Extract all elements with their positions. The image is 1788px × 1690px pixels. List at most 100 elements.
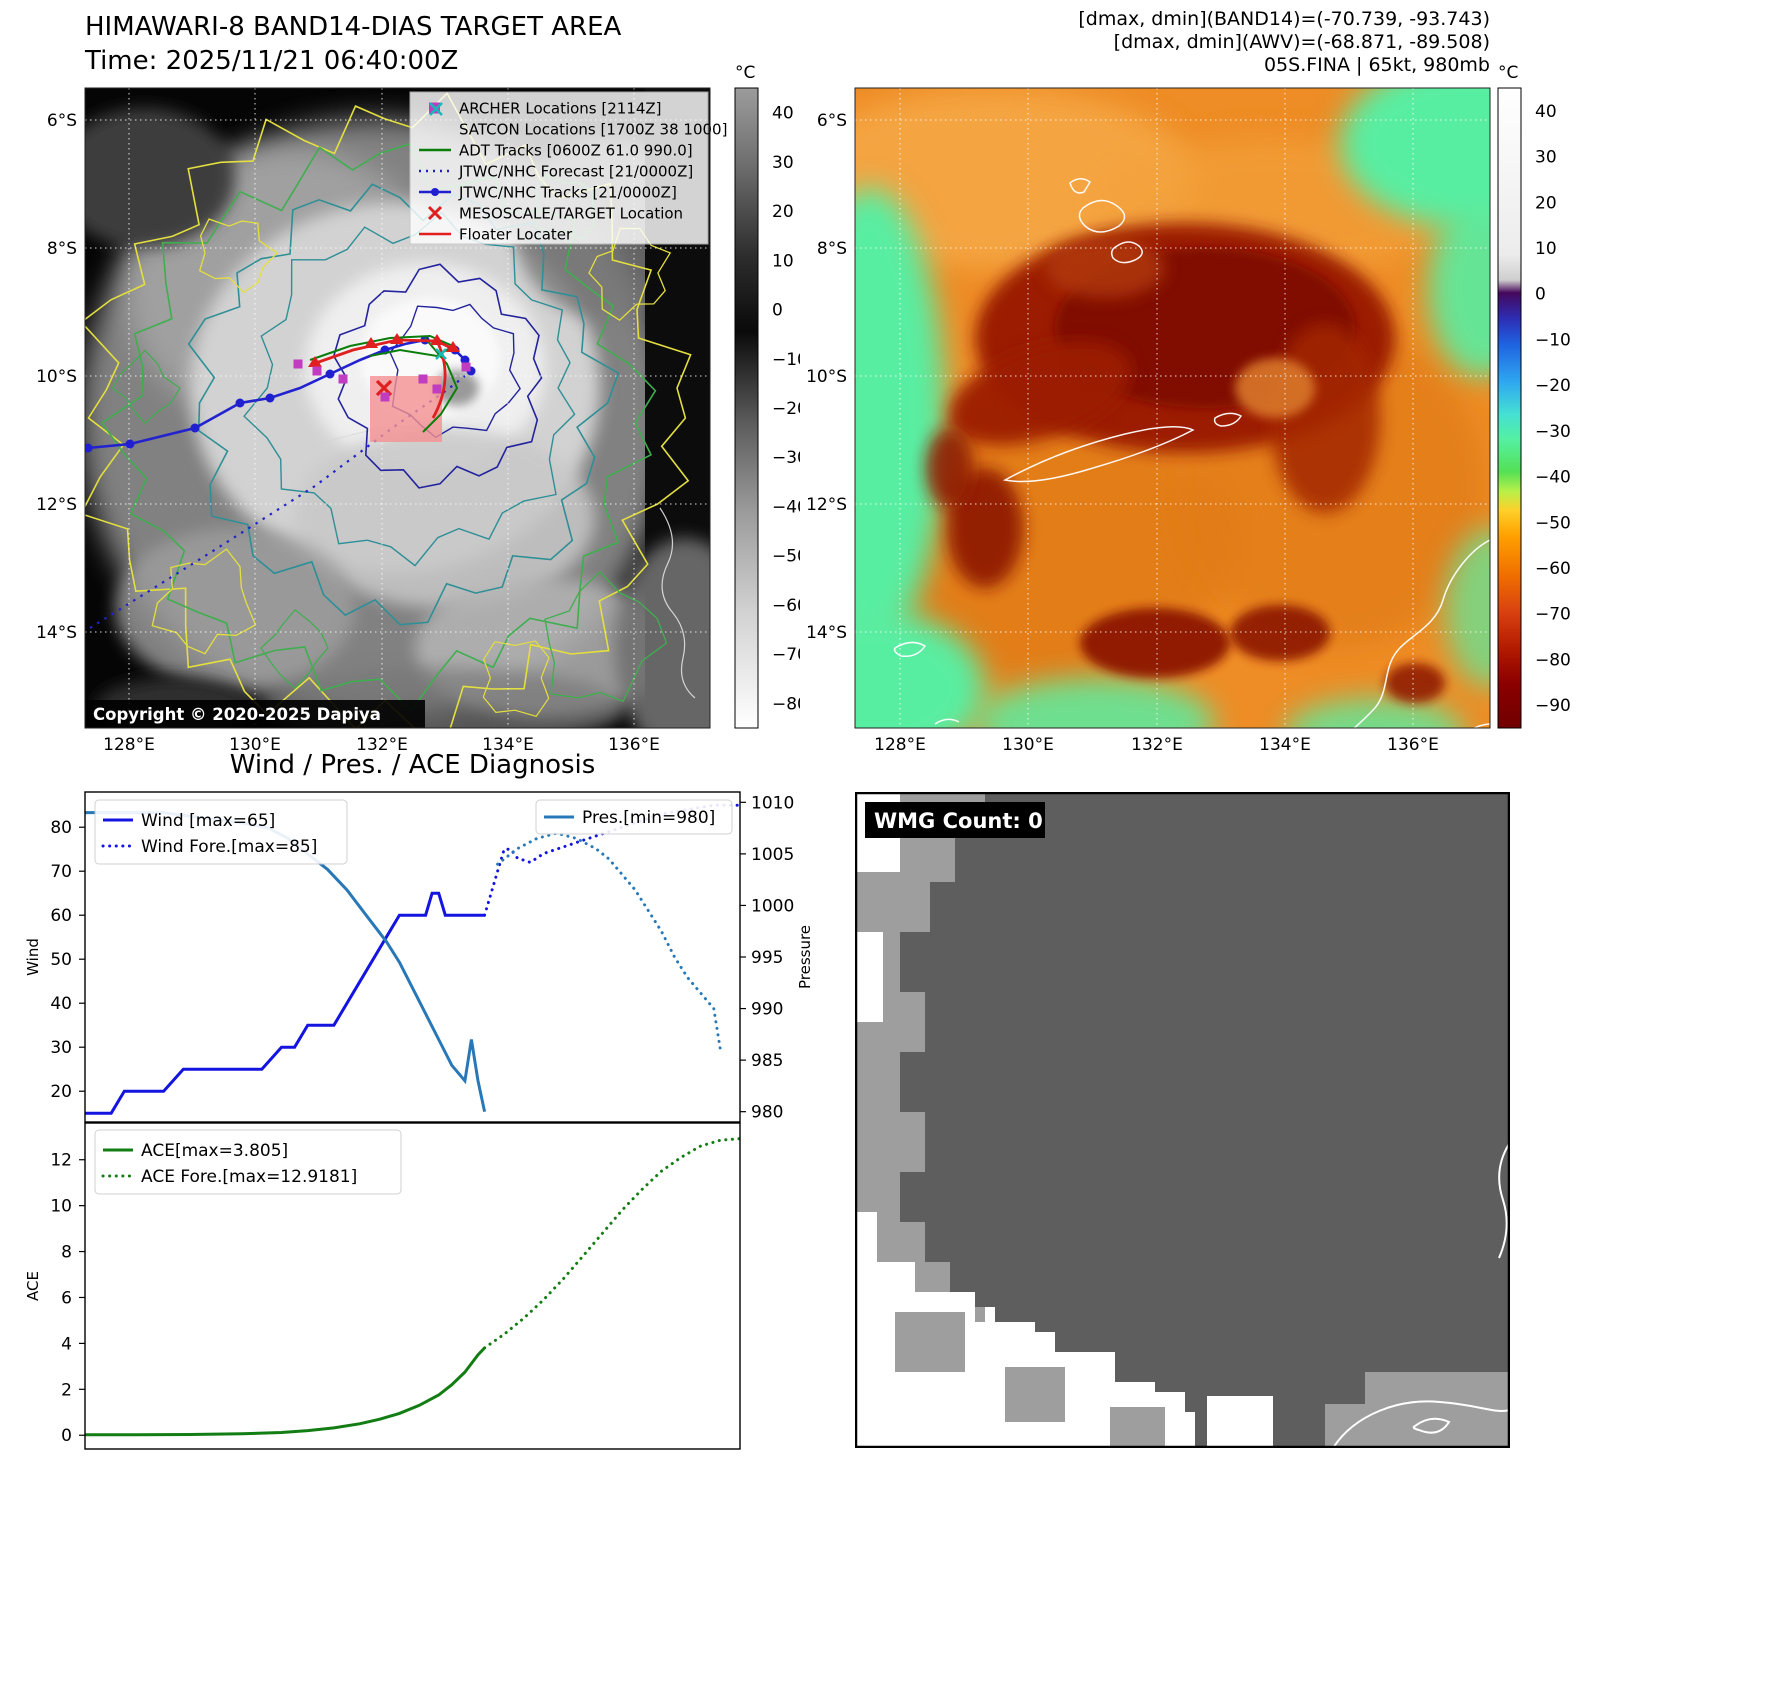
colorbar-tick-label: −80 <box>772 694 800 714</box>
ace-ticks: 0 2 4 6 8 10 12 <box>50 1151 85 1446</box>
lat-tick-label: 8°S <box>47 239 77 259</box>
colorbar-tick-label: −20 <box>772 399 800 419</box>
band14-colorbar: °C <box>734 63 759 729</box>
lon-tick-label: 128°E <box>103 735 155 755</box>
wind-ytick: 50 <box>50 950 72 970</box>
pressure-ytick: 1000 <box>751 896 794 916</box>
lon-tick-label: 130°E <box>229 735 281 755</box>
legend-label: Floater Locater <box>459 226 573 244</box>
band14-axis-labels: 6°S 8°S 10°S 12°S 14°S 128°E 130°E 132°E 134°E 13… <box>36 104 800 755</box>
contour-line <box>111 349 181 425</box>
legend-label: ACE[max=3.805] <box>141 1141 288 1161</box>
lon-tick-label: 130°E <box>1002 735 1054 755</box>
lat-tick-label: 14°S <box>36 623 77 643</box>
map-gridlines <box>855 88 1490 728</box>
plot-border <box>84 791 741 1123</box>
wind-ytick: 40 <box>50 994 72 1014</box>
colorbar-tick-label: −10 <box>772 350 800 370</box>
wind-legend: Wind [max=65] Wind Fore.[max=85] Pres.[m… <box>94 799 733 865</box>
ace-series <box>85 1137 742 1437</box>
series-line-0 <box>85 891 485 1115</box>
lat-tick-label: 6°S <box>47 111 77 131</box>
pressure-ytick: 990 <box>751 1000 783 1020</box>
y-axis-label-left: Wind <box>24 938 42 976</box>
legend-label: SATCON Locations [1700Z 38 1000] <box>459 121 727 139</box>
awv-map <box>854 87 1491 729</box>
y-axis-label-right: Pressure <box>796 925 814 989</box>
wmg-darkgray-region <box>900 792 1510 1448</box>
map-legend: ARCHER Locations [2114Z] SATCON Location… <box>409 91 727 245</box>
colorbar-tick-label: −10 <box>1535 330 1571 350</box>
legend-label: MESOSCALE/TARGET Location <box>459 205 683 223</box>
awv-colorbar: °C <box>1497 63 1522 729</box>
wmg-label-box <box>865 802 1045 838</box>
pressure-ytick: 995 <box>751 948 783 968</box>
colorbar-tick-label: −40 <box>1535 468 1571 488</box>
contour-line <box>260 608 329 690</box>
colorbar-tick-label: 20 <box>1535 193 1557 213</box>
colorbar-tick-label: 0 <box>772 301 783 321</box>
colorbar-tick-label: −60 <box>772 596 800 616</box>
y-axis-label: ACE <box>24 1271 42 1301</box>
legend-label: ARCHER Locations [2114Z] <box>459 100 662 118</box>
ace-chart: 0 2 4 6 8 10 12 ACE ACE[max=3.805] ACE Fore.[m… <box>24 1122 742 1450</box>
colorbar-tick-label: −90 <box>1535 696 1571 716</box>
wmg-border <box>855 792 1510 1448</box>
colorbar-tick-label: −70 <box>772 645 800 665</box>
panel-title: HIMAWARI-8 BAND14-DIAS TARGET AREA <box>85 12 622 42</box>
colorbar-tick-label: −50 <box>1535 513 1571 533</box>
panel-time: Time: 2025/11/21 06:40:00Z <box>85 46 459 76</box>
contour-line <box>151 548 257 655</box>
satcon-marker-icon <box>429 102 443 116</box>
awv-imagery <box>855 88 1490 728</box>
chart-title: Wind / Pres. / ACE Diagnosis <box>229 750 596 780</box>
contour-line <box>482 640 550 717</box>
coastline <box>659 507 696 699</box>
wmg-panel: WMG Count: 0 <box>855 792 1510 1448</box>
colorbar-tick-label: 30 <box>1535 148 1557 168</box>
lon-tick-label: 134°E <box>482 735 534 755</box>
legend-label: Wind Fore.[max=85] <box>141 837 317 857</box>
storm-tracks <box>85 333 476 629</box>
pressure-ytick: 1010 <box>751 793 794 813</box>
colorbar-tick-label: 40 <box>1535 102 1557 122</box>
series-line-3 <box>496 831 722 1052</box>
lon-tick-label: 136°E <box>1387 735 1439 755</box>
coastlines <box>893 178 1490 728</box>
wmg-count-label: WMG Count: 0 <box>874 809 1043 833</box>
plot-border <box>84 1122 741 1450</box>
wind-ytick: 30 <box>50 1038 72 1058</box>
lon-tick-label: 136°E <box>608 735 660 755</box>
ace-ytick: 10 <box>50 1197 72 1217</box>
contour-line <box>544 570 668 703</box>
band14-satellite-panel: ARCHER Locations [2114Z] SATCON Location… <box>36 63 800 755</box>
ace-ytick: 4 <box>61 1334 72 1354</box>
lon-tick-label: 132°E <box>356 735 408 755</box>
wmg-bottom-right-region <box>1325 1372 1510 1448</box>
legend-label: JTWC/NHC Forecast [21/0000Z] <box>458 163 693 181</box>
wind-ytick: 80 <box>50 818 72 838</box>
wind-pressure-ticks: 20 30 40 50 60 70 80 980 985 990 995 1000 1005 1010 <box>50 793 794 1122</box>
jtwc-track-points <box>85 335 476 453</box>
info-storm: 05S.FINA | 65kt, 980mb <box>1263 54 1490 76</box>
lat-tick-label: 14°S <box>806 623 847 643</box>
colorbar-tick-label: 10 <box>1535 239 1557 259</box>
colorbar-tick-label: −60 <box>1535 559 1571 579</box>
colorbar-tick-label: −30 <box>772 448 800 468</box>
ace-ytick: 12 <box>50 1151 72 1171</box>
colorbar-tick-label: 30 <box>772 153 794 173</box>
ace-legend: ACE[max=3.805] ACE Fore.[max=12.9181] <box>94 1129 402 1195</box>
colorbar-tick-label: 40 <box>772 104 794 124</box>
lat-tick-label: 10°S <box>36 367 77 387</box>
info-awv: [dmax, dmin](AWV)=(-68.871, -89.508) <box>1113 31 1490 53</box>
legend-label: Wind [max=65] <box>141 811 275 831</box>
wind-ytick: 70 <box>50 862 72 882</box>
colorbar-unit: °C <box>1498 63 1518 83</box>
lat-tick-label: 6°S <box>817 111 847 131</box>
awv-satellite-panel: °C 6°S 8°S 10°S 12°S 14°S 128°E 130°E 132°E 134°… <box>806 63 1571 755</box>
lat-tick-label: 8°S <box>817 239 847 259</box>
ace-ytick: 6 <box>61 1288 72 1308</box>
ace-ytick: 0 <box>61 1426 72 1446</box>
wmg-midgray-patches <box>895 1312 1165 1448</box>
